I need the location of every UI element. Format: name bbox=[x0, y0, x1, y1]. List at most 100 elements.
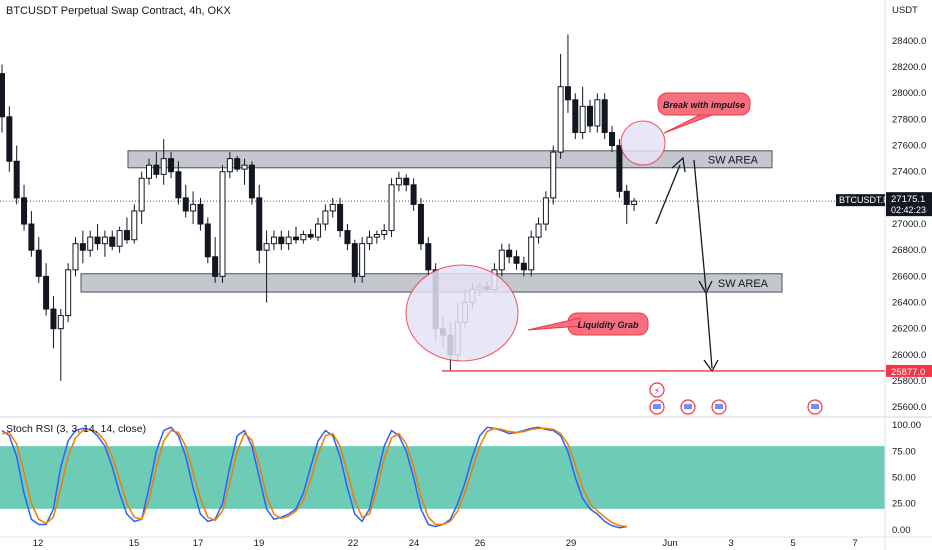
chart-title: BTCUSDT Perpetual Swap Contract, 4h, OKX bbox=[6, 5, 231, 17]
liquidity-callout-tail bbox=[527, 317, 581, 331]
candle-body bbox=[498, 249, 505, 271]
candle-body bbox=[315, 223, 322, 238]
candle-body bbox=[594, 99, 601, 127]
y-tick-label: 27000.0 bbox=[892, 219, 926, 230]
x-tick-label: Jun bbox=[662, 538, 677, 549]
candle-body bbox=[248, 164, 255, 199]
y-tick-label: 28200.0 bbox=[892, 62, 926, 73]
y-tick-label: 26600.0 bbox=[892, 271, 926, 282]
liquidity-annotation: Liquidity Grab bbox=[577, 320, 639, 330]
stoch-series-line bbox=[1, 427, 627, 528]
candle-body bbox=[190, 203, 197, 212]
candle-body bbox=[513, 256, 520, 264]
candle-body bbox=[35, 249, 42, 277]
candle-body bbox=[403, 177, 410, 186]
x-tick-label: 5 bbox=[790, 538, 795, 549]
candle-body bbox=[564, 86, 571, 101]
candle-body bbox=[28, 223, 35, 251]
candle-body bbox=[138, 177, 145, 212]
candle-body bbox=[395, 177, 402, 186]
lightning-icon bbox=[649, 382, 665, 398]
candle-body bbox=[175, 171, 182, 199]
candle-body bbox=[109, 236, 116, 247]
candle-body bbox=[535, 223, 542, 238]
projection-line bbox=[693, 159, 707, 291]
candle-body bbox=[219, 171, 226, 277]
candle-body bbox=[528, 236, 535, 271]
lightning-glyph: ⚡ bbox=[654, 386, 660, 396]
x-tick-label: 7 bbox=[852, 538, 857, 549]
candle-body bbox=[146, 164, 152, 179]
candle-body bbox=[101, 236, 108, 245]
candle-body bbox=[123, 230, 130, 241]
y-tick-label: 26800.0 bbox=[892, 245, 926, 256]
break-callout-tail bbox=[663, 114, 713, 134]
candle-body bbox=[300, 234, 307, 241]
candle-body bbox=[256, 197, 263, 251]
candle-body bbox=[153, 164, 160, 175]
candle-body bbox=[13, 160, 20, 199]
stoch-tick-label: 50.00 bbox=[892, 473, 916, 484]
candle-body bbox=[351, 243, 358, 277]
candle-body bbox=[116, 230, 123, 247]
candle-body bbox=[520, 262, 527, 271]
candle-body bbox=[50, 308, 57, 330]
candle-body bbox=[506, 249, 513, 258]
us-flag-icon-flag bbox=[715, 404, 723, 409]
x-tick-label: 22 bbox=[348, 538, 359, 549]
candle-body bbox=[631, 200, 638, 205]
stoch-tick-label: 25.00 bbox=[892, 499, 916, 510]
x-tick-label: 12 bbox=[33, 538, 44, 549]
candle-body bbox=[417, 203, 424, 245]
candle-body bbox=[43, 275, 50, 310]
sw-zone bbox=[127, 150, 773, 169]
arrow-head bbox=[671, 156, 686, 173]
y-tick-label: 27800.0 bbox=[892, 114, 926, 125]
candle-body bbox=[65, 269, 72, 317]
break-circle bbox=[620, 120, 666, 166]
last-price-value: 27175.1 bbox=[891, 194, 925, 205]
y-tick-label: 27600.0 bbox=[892, 141, 926, 152]
annotations-layer: Break with impulse Liquidity Grab ⚡ bbox=[405, 92, 885, 415]
candle-body bbox=[425, 243, 432, 271]
x-tick-label: 17 bbox=[193, 538, 204, 549]
y-tick-label: 27400.0 bbox=[892, 167, 926, 178]
countdown: 02:42:23 bbox=[891, 205, 926, 215]
y-tick-label: 26400.0 bbox=[892, 298, 926, 309]
stoch-tick-label: 100.00 bbox=[892, 420, 921, 431]
y-tick-label: 25800.0 bbox=[892, 376, 926, 387]
y-tick-label: 28400.0 bbox=[892, 36, 926, 47]
candle-body bbox=[579, 105, 586, 133]
stoch-series-line bbox=[1, 426, 627, 529]
break-annotation: Break with impulse bbox=[663, 100, 745, 110]
symbol-tag-bg bbox=[836, 194, 885, 207]
symbol-tag: BTCUSDT.P bbox=[839, 195, 889, 205]
candle-body bbox=[197, 203, 204, 225]
projection-line bbox=[655, 164, 681, 225]
candle-body bbox=[131, 210, 138, 241]
candle-body bbox=[293, 236, 299, 241]
candle-body bbox=[307, 234, 314, 238]
candle-body bbox=[329, 203, 336, 212]
stoch-layer bbox=[0, 426, 885, 529]
zone-label: SW AREA bbox=[718, 278, 769, 290]
currency-label: USDT bbox=[892, 5, 918, 16]
indicator-title: Stoch RSI (3, 3, 14, 14, close) bbox=[6, 423, 147, 435]
liquidity-ellipse bbox=[405, 264, 519, 362]
candle-body bbox=[94, 236, 101, 245]
projection-line bbox=[705, 292, 713, 369]
candle-body bbox=[278, 236, 285, 245]
candle-body bbox=[366, 236, 373, 245]
stoch-tick-label: 0.00 bbox=[892, 525, 911, 536]
candle-body bbox=[21, 197, 28, 225]
x-tick-label: 3 bbox=[728, 538, 733, 549]
y-tick-label: 26200.0 bbox=[892, 324, 926, 335]
candle-body bbox=[263, 243, 270, 251]
candle-body bbox=[57, 315, 64, 330]
candle-body bbox=[410, 184, 417, 205]
candle-body bbox=[182, 197, 189, 212]
candle-body bbox=[160, 158, 167, 175]
candle-body bbox=[241, 164, 248, 170]
